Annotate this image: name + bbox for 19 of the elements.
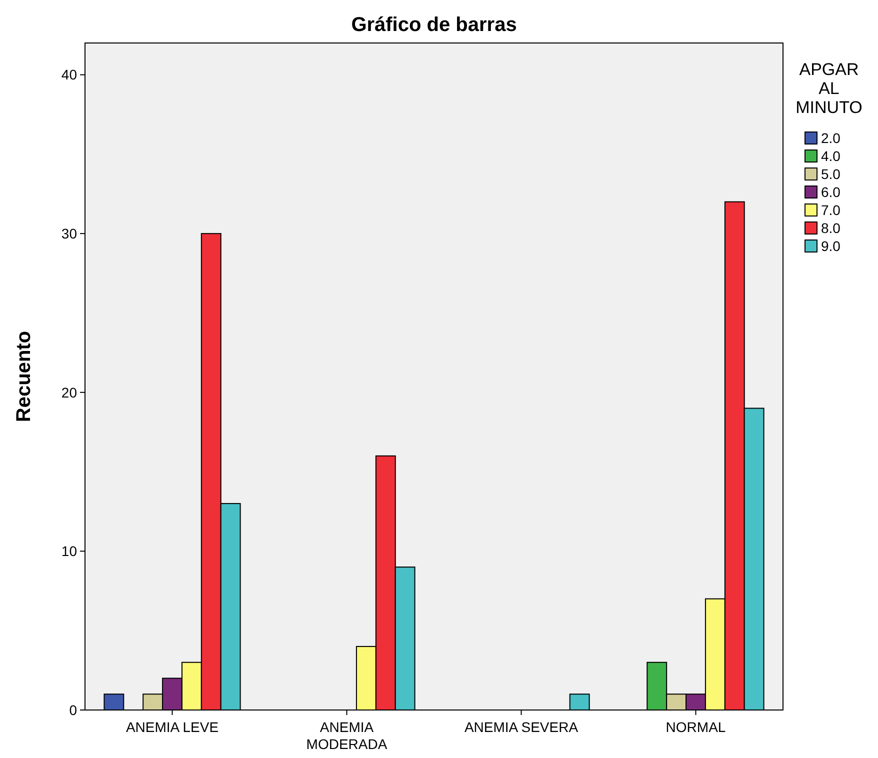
x-tick-label: NORMAL [666,719,726,735]
legend-label: 5.0 [821,166,841,182]
x-tick-label: ANEMIA SEVERA [464,719,579,735]
y-tick-label: 10 [61,543,78,560]
legend-label: 2.0 [821,130,841,146]
legend-label: 4.0 [821,148,841,164]
legend-label: 8.0 [821,220,841,236]
y-tick-label: 40 [61,66,78,83]
y-tick-label: 20 [61,384,78,400]
legend-label: 9.0 [821,238,841,254]
x-tick-label: ANEMIA MODERADA [306,719,388,752]
legend-title: APGAR AL MINUTO [796,60,862,117]
y-axis-title: Recuento [13,330,35,422]
chart-title: Gráfico de barras [351,14,517,36]
legend-label: 6.0 [821,184,841,200]
legend-label: 7.0 [821,202,841,218]
x-tick-label: ANEMIA LEVE [126,719,219,735]
y-tick-label: 0 [69,702,78,718]
y-tick-label: 30 [61,225,78,242]
